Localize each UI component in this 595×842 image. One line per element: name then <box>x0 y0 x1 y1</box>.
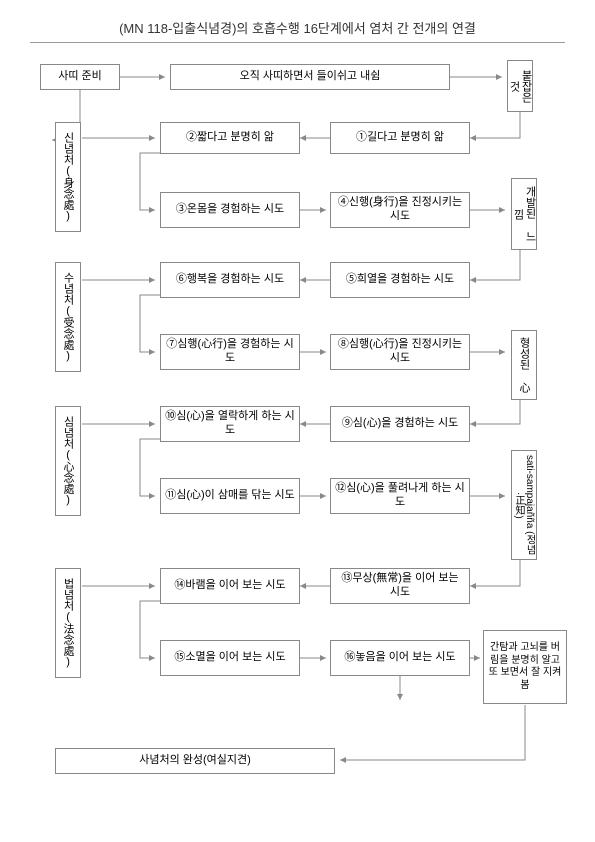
marker-sati-sampajanna: sati-sampajañña (정념·正知) <box>511 450 537 560</box>
group-body: 신념처(身念處) <box>55 122 81 232</box>
step-6: ⑥행복을 경험하는 시도 <box>160 262 300 298</box>
marker-abandon-greed-grief: 간탐과 고뇌를 버림을 분명히 알고 또 보면서 잘 지켜봄 <box>483 630 567 704</box>
group-dhamma: 법념처(法念處) <box>55 568 81 678</box>
group-mind: 심념처(心念處) <box>55 406 81 516</box>
step-7: ⑦심행(心行)을 경험하는 시도 <box>160 334 300 370</box>
step-13: ⑬무상(無常)을 이어 보는 시도 <box>330 568 470 604</box>
marker-formed-mind: 형성된 心 <box>511 330 537 400</box>
marker-developed-feeling: 개발된 느낌 <box>511 178 537 250</box>
step-2: ②짧다고 분명히 앎 <box>160 122 300 154</box>
instruction-box: 오직 사띠하면서 들이쉬고 내쉼 <box>170 64 450 90</box>
completion-box: 사념처의 완성(여실지견) <box>55 748 335 774</box>
grasped-marker: 붙잡은 것 <box>507 60 533 112</box>
group-feeling: 수념처(受念處) <box>55 262 81 372</box>
step-1: ①길다고 분명히 앎 <box>330 122 470 154</box>
step-15: ⑮소멸을 이어 보는 시도 <box>160 640 300 676</box>
step-9: ⑨심(心)을 경험하는 시도 <box>330 406 470 442</box>
title-divider <box>30 42 565 43</box>
step-11: ⑪심(心)이 삼매를 닦는 시도 <box>160 478 300 514</box>
sati-prep-box: 사띠 준비 <box>40 64 120 90</box>
step-10: ⑩심(心)을 열락하게 하는 시도 <box>160 406 300 442</box>
step-12: ⑫심(心)을 풀려나게 하는 시도 <box>330 478 470 514</box>
step-8: ⑧심행(心行)을 진정시키는 시도 <box>330 334 470 370</box>
step-16: ⑯놓음을 이어 보는 시도 <box>330 640 470 676</box>
step-5: ⑤희열을 경험하는 시도 <box>330 262 470 298</box>
page-title: (MN 118-입출식념경)의 호흡수행 16단계에서 염처 간 전개의 연결 <box>0 18 595 37</box>
step-4: ④신행(身行)을 진정시키는 시도 <box>330 192 470 228</box>
step-14: ⑭바램을 이어 보는 시도 <box>160 568 300 604</box>
step-3: ③온몸을 경험하는 시도 <box>160 192 300 228</box>
